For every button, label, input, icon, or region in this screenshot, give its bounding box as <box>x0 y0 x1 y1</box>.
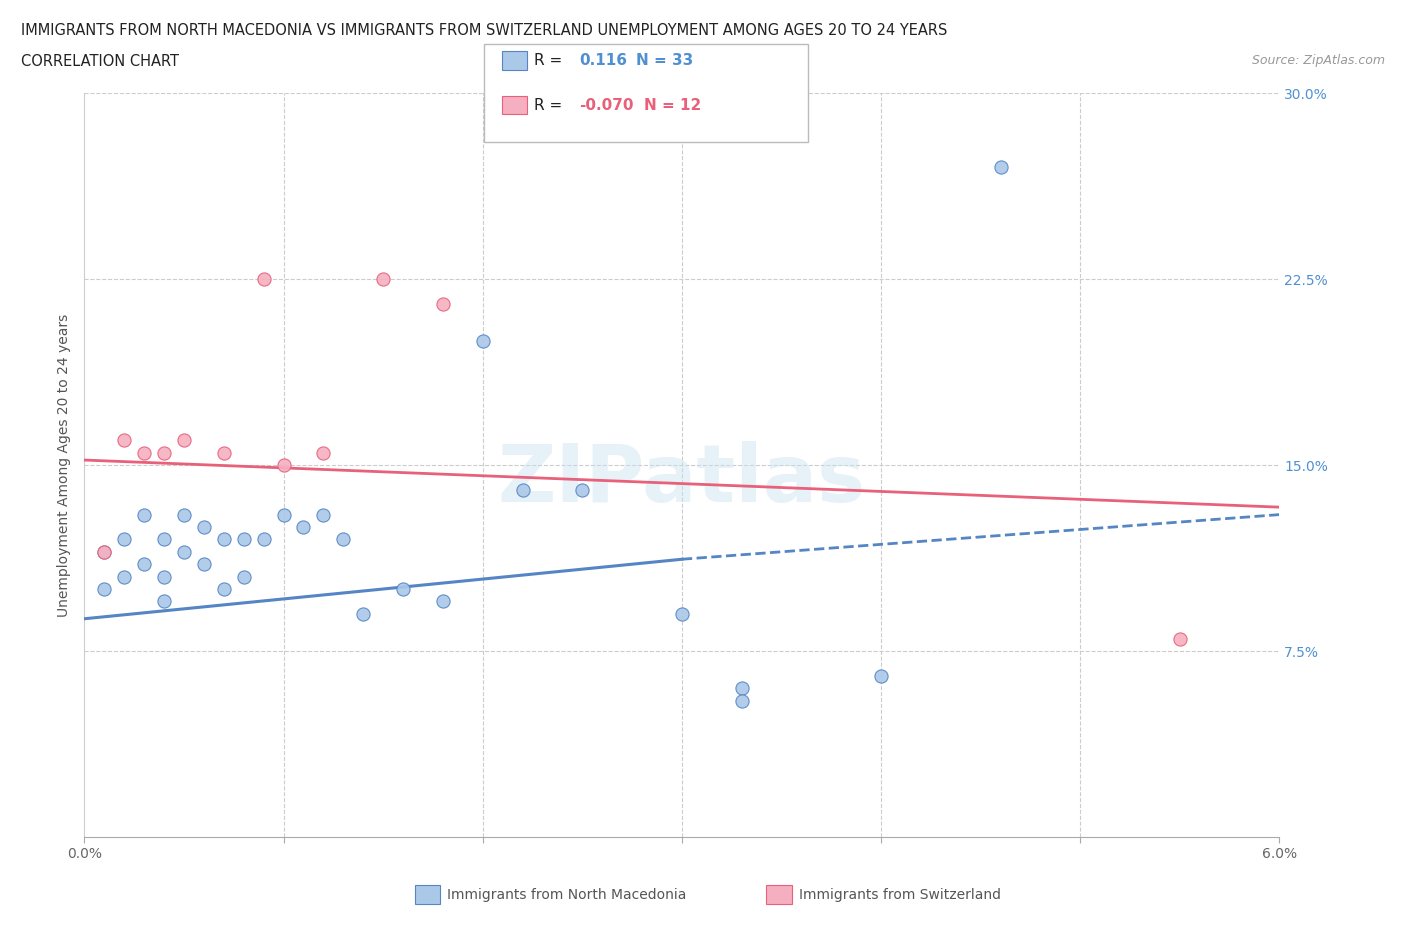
Point <box>273 458 295 472</box>
Point <box>371 272 394 286</box>
Point <box>731 693 754 708</box>
Point <box>571 483 593 498</box>
Point <box>212 532 235 547</box>
Text: R =: R = <box>534 98 562 113</box>
Point <box>352 606 374 621</box>
Point <box>731 681 754 696</box>
Point <box>671 606 693 621</box>
Text: N = 33: N = 33 <box>636 53 693 68</box>
Point <box>212 581 235 596</box>
Point <box>232 532 254 547</box>
Point <box>173 507 195 522</box>
Point <box>432 297 454 312</box>
Point <box>253 272 276 286</box>
Point <box>112 432 135 447</box>
Point <box>990 160 1012 175</box>
Point <box>132 557 156 572</box>
Text: CORRELATION CHART: CORRELATION CHART <box>21 54 179 69</box>
Point <box>273 507 295 522</box>
Point <box>432 594 454 609</box>
Point <box>253 532 276 547</box>
Point <box>112 532 135 547</box>
Point <box>193 557 215 572</box>
Point <box>153 569 176 584</box>
Point <box>173 544 195 559</box>
Point <box>173 432 195 447</box>
Point <box>212 445 235 460</box>
Point <box>312 445 335 460</box>
Point <box>870 669 893 684</box>
Text: 0.116: 0.116 <box>579 53 627 68</box>
Text: R =: R = <box>534 53 562 68</box>
Point <box>292 520 315 535</box>
Text: N = 12: N = 12 <box>644 98 702 113</box>
Text: IMMIGRANTS FROM NORTH MACEDONIA VS IMMIGRANTS FROM SWITZERLAND UNEMPLOYMENT AMON: IMMIGRANTS FROM NORTH MACEDONIA VS IMMIG… <box>21 23 948 38</box>
Text: Immigrants from Switzerland: Immigrants from Switzerland <box>799 887 1001 902</box>
Point <box>132 507 156 522</box>
Text: Source: ZipAtlas.com: Source: ZipAtlas.com <box>1251 54 1385 67</box>
Point <box>392 581 415 596</box>
Text: ZIPatlas: ZIPatlas <box>498 441 866 519</box>
Point <box>332 532 354 547</box>
Point <box>512 483 534 498</box>
Point <box>153 532 176 547</box>
Point <box>153 445 176 460</box>
Point <box>112 569 135 584</box>
Text: Immigrants from North Macedonia: Immigrants from North Macedonia <box>447 887 686 902</box>
Point <box>193 520 215 535</box>
Point <box>232 569 254 584</box>
Y-axis label: Unemployment Among Ages 20 to 24 years: Unemployment Among Ages 20 to 24 years <box>58 313 72 617</box>
Point <box>93 544 115 559</box>
Point <box>93 581 115 596</box>
Point <box>312 507 335 522</box>
Point <box>471 334 494 349</box>
Point <box>1168 631 1191 646</box>
Point <box>132 445 156 460</box>
Text: -0.070: -0.070 <box>579 98 634 113</box>
Point <box>93 544 115 559</box>
Point <box>153 594 176 609</box>
